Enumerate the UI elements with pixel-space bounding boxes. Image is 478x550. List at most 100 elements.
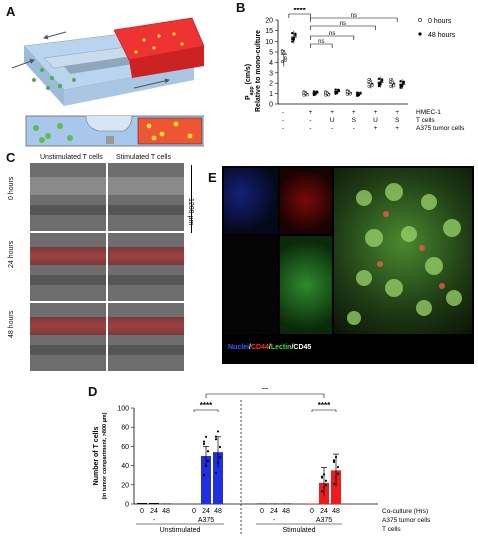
flow-arrow <box>11 59 35 69</box>
legend-label: 0 hours <box>428 18 452 25</box>
data-point <box>216 430 220 433</box>
data-point-48h <box>399 84 402 87</box>
channel-band <box>30 345 106 355</box>
bar <box>201 456 211 504</box>
channel-band <box>108 317 184 335</box>
significance-bracket <box>193 409 219 412</box>
condition-cell: - <box>282 125 284 132</box>
x-tick-label: 24 <box>150 508 158 515</box>
data-point-48h <box>294 32 297 36</box>
significance-bracket <box>310 43 333 48</box>
data-point-0h <box>345 90 349 94</box>
panel-e-letter: E <box>208 170 217 185</box>
significance-label: ns <box>340 21 346 27</box>
data-point-0h <box>283 56 287 60</box>
x-tick-label: 0 <box>192 508 196 515</box>
bar <box>331 470 341 504</box>
condition-row-label: HMEC-1 <box>416 109 441 116</box>
y-tick-label: 20 <box>265 18 273 25</box>
panel-b-letter: B <box>236 0 246 15</box>
significance-bracket <box>205 393 325 398</box>
data-point-48h <box>291 32 294 35</box>
microscopy-image <box>30 163 106 231</box>
data-point-0h <box>280 60 284 64</box>
significance-label: ns <box>351 13 357 19</box>
data-point <box>214 435 218 438</box>
channel-band <box>30 247 106 265</box>
condition-cell: + <box>374 125 378 132</box>
legend-label: 48 hours <box>428 32 456 39</box>
scale-label: 1200 µm <box>187 198 194 226</box>
condition-cell: + <box>352 109 356 116</box>
data-point-48h <box>377 82 381 85</box>
col-header-stimulated: Stimulated T cells <box>116 154 171 161</box>
condition-cell: - <box>353 125 355 132</box>
tumor-compartment-side <box>129 46 204 78</box>
channel-band <box>30 317 106 335</box>
y-axis-label-2: Relative to mono-culture <box>255 30 262 112</box>
bar <box>213 452 223 504</box>
data-point-0h <box>370 84 374 88</box>
chip-front <box>64 66 194 106</box>
legend-marker-48h <box>418 32 422 36</box>
data-point <box>336 465 340 469</box>
data-point <box>324 479 328 482</box>
data-point <box>322 473 326 476</box>
data-point-48h <box>334 88 337 91</box>
y-axis-label: Papp (cm/s) <box>245 64 255 100</box>
y-tick-label: 60 <box>121 444 129 451</box>
legend-lectin: Lectin <box>270 344 292 351</box>
x-tick-label: 0 <box>140 508 144 515</box>
tumor-compartment <box>113 17 204 61</box>
data-point-0h <box>389 80 393 84</box>
significance-bracket <box>310 17 398 22</box>
data-point-48h <box>380 78 384 81</box>
data-point <box>322 486 326 489</box>
condition-cell: U <box>373 117 378 124</box>
panel-a-schematic <box>11 17 204 147</box>
data-point-0h <box>305 93 309 97</box>
cross-section-tumor-cells <box>146 121 193 141</box>
data-point <box>218 445 222 449</box>
data-point-48h <box>356 93 359 97</box>
condition-cell: - <box>282 117 284 124</box>
legend-marker-0h <box>418 18 422 22</box>
data-point <box>202 442 206 446</box>
significance-label: ns <box>329 31 335 37</box>
data-point-0h <box>302 91 306 95</box>
condition-cell: - <box>331 125 333 132</box>
fluorescence-panel: Nuclei/CD44/Lectin/CD45 <box>222 166 474 364</box>
data-point-48h <box>377 84 381 88</box>
data-point-48h <box>315 90 319 93</box>
fluorescence-legend: Nuclei/CD44/Lectin/CD45 <box>228 344 311 351</box>
y-tick-label: 40 <box>121 463 129 470</box>
data-point-48h <box>399 86 402 89</box>
data-point-48h <box>399 80 402 83</box>
data-point <box>334 476 338 479</box>
legend-cd44: CD44 <box>250 344 269 351</box>
a375-label: - <box>273 517 276 524</box>
condition-cell: - <box>309 117 311 124</box>
x-tick-label: 24 <box>320 508 328 515</box>
cross-section-tumor <box>137 117 203 145</box>
legend-sep: / <box>268 344 271 351</box>
x-tick-label: 48 <box>332 508 340 515</box>
data-point-48h <box>334 91 337 94</box>
data-point <box>336 472 340 475</box>
data-point-0h <box>327 93 331 97</box>
microscopy-grid <box>30 163 186 371</box>
microscopy-image <box>108 163 184 231</box>
condition-row-label: A375 tumor cells <box>416 125 465 132</box>
channel-band <box>108 345 184 355</box>
data-point-0h <box>324 91 328 95</box>
cross-section-block <box>106 136 114 144</box>
row-label-0h: 0 hours <box>8 176 15 200</box>
data-point <box>214 438 218 441</box>
data-point <box>320 490 324 493</box>
y-tick-label: 20 <box>121 482 129 489</box>
microscopy-image <box>30 303 106 371</box>
data-point <box>320 475 324 478</box>
channel-band <box>108 205 184 215</box>
x-tick-label: 48 <box>282 508 290 515</box>
condition-cell: + <box>395 125 399 132</box>
